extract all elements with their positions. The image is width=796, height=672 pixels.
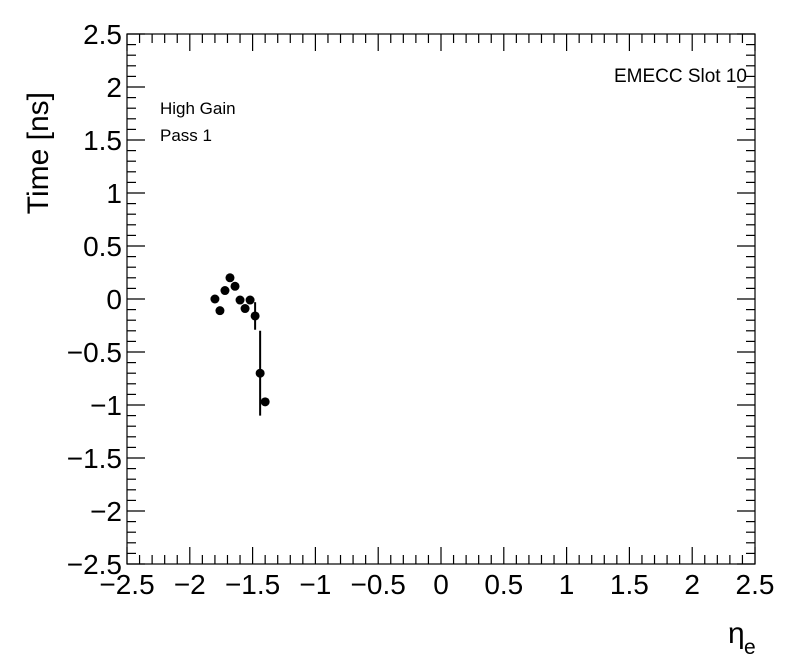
y-tick-label: −1	[90, 390, 122, 421]
annotation: EMECC Slot 10	[614, 66, 747, 87]
y-tick-label: −2	[90, 496, 122, 527]
y-tick-label: 2	[106, 72, 122, 103]
y-tick-label: −0.5	[67, 337, 122, 368]
y-tick-label: 2.5	[83, 19, 122, 50]
y-tick-label: 1	[106, 178, 122, 209]
x-tick-label: 1	[559, 569, 575, 600]
data-point	[260, 397, 270, 407]
x-tick-label: 2	[684, 569, 700, 600]
data-point	[255, 368, 265, 378]
data-point	[235, 295, 245, 305]
x-tick-label: −1.5	[225, 569, 280, 600]
data-point	[250, 311, 260, 321]
x-tick-label: −2.5	[99, 569, 154, 600]
x-tick-label: −0.5	[351, 569, 406, 600]
y-tick-label: −1.5	[67, 443, 122, 474]
data-point	[225, 273, 235, 283]
y-tick-label: −2.5	[67, 549, 122, 580]
data-point	[245, 295, 255, 305]
x-tick-label: 1.5	[610, 569, 649, 600]
data-point	[230, 281, 240, 291]
x-tick-label: 2.5	[736, 569, 775, 600]
y-tick-label: 0	[106, 284, 122, 315]
data-point	[240, 304, 250, 314]
annotation: Pass 1	[160, 126, 212, 145]
x-axis-label-subscript: e	[744, 636, 756, 659]
annotation: High Gain	[160, 99, 236, 118]
x-tick-label: 0	[433, 569, 449, 600]
y-tick-label: 1.5	[83, 125, 122, 156]
x-tick-label: 0.5	[484, 569, 523, 600]
data-point	[210, 294, 220, 304]
x-tick-label: −1	[299, 569, 331, 600]
y-tick-label: 0.5	[83, 231, 122, 262]
y-axis-label: Time [ns]	[22, 92, 55, 214]
data-point	[215, 306, 225, 316]
data-point	[220, 286, 230, 296]
x-axis-label: η	[728, 617, 745, 650]
x-tick-label: −2	[174, 569, 206, 600]
